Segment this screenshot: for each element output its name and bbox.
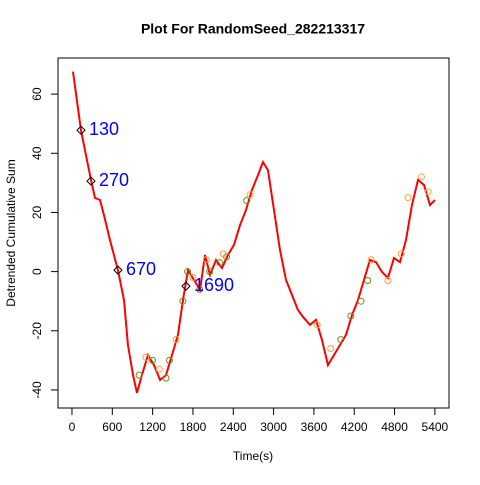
- marker: [364, 276, 372, 284]
- annotation-label: 1690: [194, 275, 234, 295]
- x-tick-label: 600: [102, 420, 122, 434]
- annotation-label: 670: [126, 259, 156, 279]
- chart-title: Plot For RandomSeed_282213317: [141, 21, 365, 37]
- marker: [404, 194, 412, 202]
- annotation-marker: [76, 125, 86, 135]
- marker: [155, 365, 163, 373]
- marker: [243, 197, 251, 205]
- y-tick-label: 0: [30, 268, 44, 275]
- marker: [196, 285, 204, 293]
- marker: [397, 250, 405, 258]
- marker: [219, 250, 227, 258]
- marker: [162, 374, 170, 382]
- marker: [184, 268, 192, 276]
- x-tick-label: 3600: [301, 420, 328, 434]
- x-tick-label: 4200: [341, 420, 368, 434]
- marker: [202, 256, 210, 264]
- marker: [179, 297, 187, 305]
- marker: [206, 268, 214, 276]
- x-tick-label: 3000: [260, 420, 287, 434]
- x-tick-label: 5400: [422, 420, 449, 434]
- data-line: [71, 71, 436, 394]
- y-tick-label: 60: [30, 87, 44, 101]
- marker: [417, 173, 425, 181]
- x-tick-label: 1800: [180, 420, 207, 434]
- x-axis-label: Time(s): [233, 449, 273, 463]
- x-tick-label: 2400: [220, 420, 247, 434]
- annotation-label: 270: [99, 170, 129, 190]
- annotation-marker: [181, 281, 191, 291]
- marker: [172, 336, 180, 344]
- x-tick-label: 1200: [139, 420, 166, 434]
- marker: [149, 356, 157, 364]
- y-tick-label: -20: [30, 322, 44, 340]
- y-tick-label: 40: [30, 146, 44, 160]
- marker: [367, 256, 375, 264]
- x-tick-label: 0: [69, 420, 76, 434]
- marker: [337, 336, 345, 344]
- annotation-marker: [113, 265, 123, 275]
- annotation-label: 130: [89, 119, 119, 139]
- x-tick-label: 4800: [381, 420, 408, 434]
- marker: [347, 312, 355, 320]
- marker: [142, 353, 150, 361]
- y-tick-label: -40: [30, 381, 44, 399]
- marker: [246, 191, 254, 199]
- marker: [424, 188, 432, 196]
- marker: [357, 297, 365, 305]
- y-tick-label: 20: [30, 205, 44, 219]
- plot-frame: [57, 57, 450, 409]
- marker: [327, 345, 335, 353]
- marker: [189, 274, 197, 282]
- marker: [135, 371, 143, 379]
- marker: [313, 321, 321, 329]
- marker: [384, 276, 392, 284]
- annotation-marker: [86, 176, 96, 186]
- y-axis-label: Detrended Cumulative Sum: [4, 159, 18, 306]
- marker: [165, 356, 173, 364]
- marker: [216, 259, 224, 267]
